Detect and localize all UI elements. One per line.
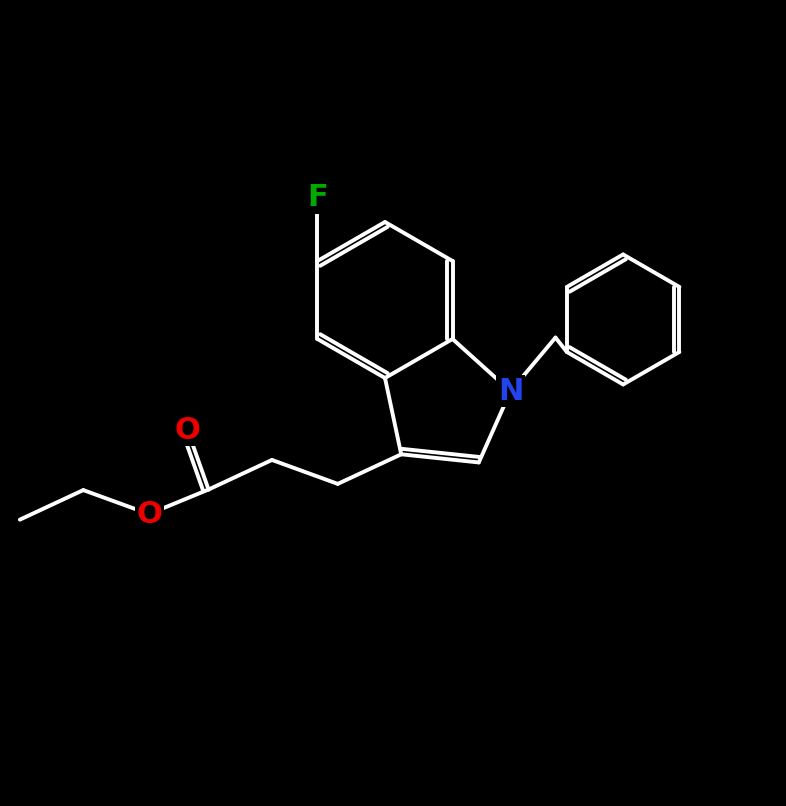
Text: O: O bbox=[136, 500, 162, 529]
Text: N: N bbox=[498, 376, 523, 405]
Text: O: O bbox=[174, 416, 200, 445]
Text: F: F bbox=[307, 184, 328, 213]
